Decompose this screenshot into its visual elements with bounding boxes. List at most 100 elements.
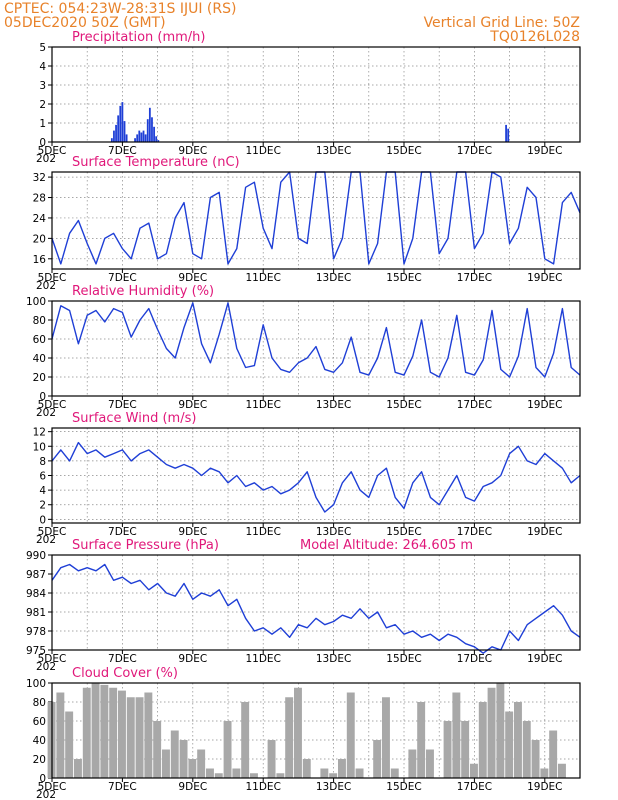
temperature-xtick-label: 19DEC [527, 272, 562, 284]
temperature-ytick-label: 32 [33, 172, 46, 184]
wind-ytick-label: 4 [39, 485, 46, 497]
pressure-xtick-label: 15DEC [386, 653, 421, 665]
pressure-xtick-label: 13DEC [316, 653, 351, 665]
humidity-year-stub: 202 [36, 407, 56, 419]
cloud-cover-title: Cloud Cover (%) [72, 666, 178, 681]
precipitation-bar [153, 126, 155, 142]
cloud-cover-bar [417, 702, 426, 778]
precipitation-bar [125, 134, 128, 142]
humidity-ytick-label: 20 [33, 372, 46, 384]
panel-pressure: 975 978 981 984 987 990 5DEC 7DEC 9DEC 11DEC 13DEC… [26, 538, 581, 673]
humidity-xtick-label: 15DEC [386, 399, 421, 411]
precipitation-xtick-label: 9DEC [178, 145, 207, 157]
cloud-cover-ytick-label: 80 [33, 697, 46, 709]
humidity-frame [51, 300, 581, 397]
temperature-xtick-label: 15DEC [386, 272, 421, 284]
humidity-xtick-label: 19DEC [527, 399, 562, 411]
cloud-cover-bar [514, 702, 522, 778]
cloud-cover-bar [461, 721, 470, 778]
cloud-cover-ytick-label: 40 [33, 735, 46, 747]
cloud-cover-bar [549, 730, 558, 778]
temperature-xtick-label: 7DEC [108, 272, 137, 284]
pressure-ytick-label: 978 [26, 626, 46, 638]
precipitation-bar [505, 124, 507, 142]
precipitation-bar [144, 134, 147, 142]
precipitation-year-stub: 202 [36, 153, 56, 165]
cloud-cover-xtick-label: 17DEC [457, 781, 492, 793]
cloud-cover-bar [505, 711, 514, 778]
pressure-xtick-label: 17DEC [457, 653, 492, 665]
humidity-xtick-label: 13DEC [316, 399, 351, 411]
precipitation-bar [117, 115, 120, 142]
cloud-cover-bar [214, 773, 223, 778]
precipitation-bar [119, 105, 122, 142]
wind-year-stub: 202 [36, 534, 56, 546]
humidity-xtick-label: 7DEC [108, 399, 137, 411]
panel-precipitation: 0 1 2 3 4 5 5DEC 7DEC 9DEC 11DEC 13DEC 15DEC 17DEC 19… [36, 30, 581, 165]
wind-ytick-label: 0 [39, 514, 46, 526]
humidity-xtick-label: 5DEC [38, 399, 67, 411]
cloud-cover-xtick-label: 13DEC [316, 781, 351, 793]
cloud-cover-bar [487, 687, 496, 778]
cloud-cover-bar [197, 749, 206, 778]
humidity-ytick-label: 0 [39, 391, 46, 403]
wind-xtick-label: 17DEC [457, 526, 492, 538]
pressure-ytick-label: 975 [26, 645, 46, 657]
cloud-cover-bar [496, 683, 505, 778]
cloud-cover-bar [188, 759, 197, 778]
panel-cloud-cover: 0 20 40 60 80 100 5DEC 7DEC 9DEC 11DEC 13DEC 15DEC 1… [26, 666, 581, 800]
wind-series-line [51, 441, 581, 513]
precipitation-xtick-label: 13DEC [316, 145, 351, 157]
cloud-cover-ytick-label: 60 [33, 716, 46, 728]
wind-xtick-label: 15DEC [386, 526, 421, 538]
temperature-year-stub: 202 [36, 280, 56, 292]
cloud-cover-bar [91, 683, 100, 778]
precipitation-bar [148, 107, 151, 142]
temperature-xtick-label: 9DEC [178, 272, 207, 284]
temperature-xtick-label: 11DEC [245, 272, 280, 284]
cloud-cover-frame [51, 682, 581, 779]
cloud-cover-bar [294, 687, 302, 778]
pressure-title: Surface Pressure (hPa) [72, 538, 219, 553]
pressure-year-stub: 202 [36, 661, 56, 673]
cloud-cover-bar [522, 721, 531, 778]
pressure-ytick-label: 981 [26, 607, 46, 619]
cloud-cover-bar [135, 697, 144, 778]
precipitation-bar [507, 128, 510, 142]
cloud-cover-bar [162, 749, 170, 778]
humidity-xtick-label: 17DEC [457, 399, 492, 411]
precipitation-bar [151, 117, 153, 142]
humidity-series-line [51, 302, 581, 378]
cloud-cover-bar [426, 749, 434, 778]
cloud-cover-bar [558, 763, 566, 778]
pressure-xtick-label: 7DEC [108, 653, 137, 665]
precipitation-bar [140, 132, 143, 142]
cloud-cover-bar [144, 692, 153, 778]
precipitation-xtick-label: 11DEC [245, 145, 280, 157]
cloud-cover-xtick-label: 7DEC [108, 781, 137, 793]
wind-title: Surface Wind (m/s) [72, 411, 196, 426]
cloud-cover-bar [373, 740, 382, 778]
cloud-cover-bar [179, 740, 188, 778]
temperature-xtick-label: 5DEC [38, 272, 67, 284]
precipitation-ytick-label: 1 [39, 118, 46, 130]
precipitation-ytick-label: 2 [39, 99, 46, 111]
wind-xtick-label: 19DEC [527, 526, 562, 538]
cloud-cover-xtick-label: 5DEC [38, 781, 67, 793]
humidity-ytick-label: 40 [33, 353, 46, 365]
cloud-cover-bar [206, 768, 214, 778]
cloud-cover-bar [285, 697, 294, 778]
temperature-xtick-label: 13DEC [316, 272, 351, 284]
precipitation-xtick-label: 17DEC [457, 145, 492, 157]
humidity-title: Relative Humidity (%) [72, 284, 214, 299]
cloud-cover-bar [338, 759, 346, 778]
panel-wind: 0 2 4 6 8 10 12 5DEC 7DEC 9DEC 11DEC 13DEC 15DEC 17DE… [33, 411, 581, 546]
cloud-cover-bar [355, 768, 364, 778]
precipitation-bar [155, 136, 158, 142]
cloud-cover-bar [346, 692, 355, 778]
cloud-cover-bar [126, 697, 135, 778]
precipitation-bar [146, 119, 149, 142]
temperature-title: Surface Temperature (nC) [72, 155, 240, 170]
cloud-cover-bar [65, 711, 74, 778]
